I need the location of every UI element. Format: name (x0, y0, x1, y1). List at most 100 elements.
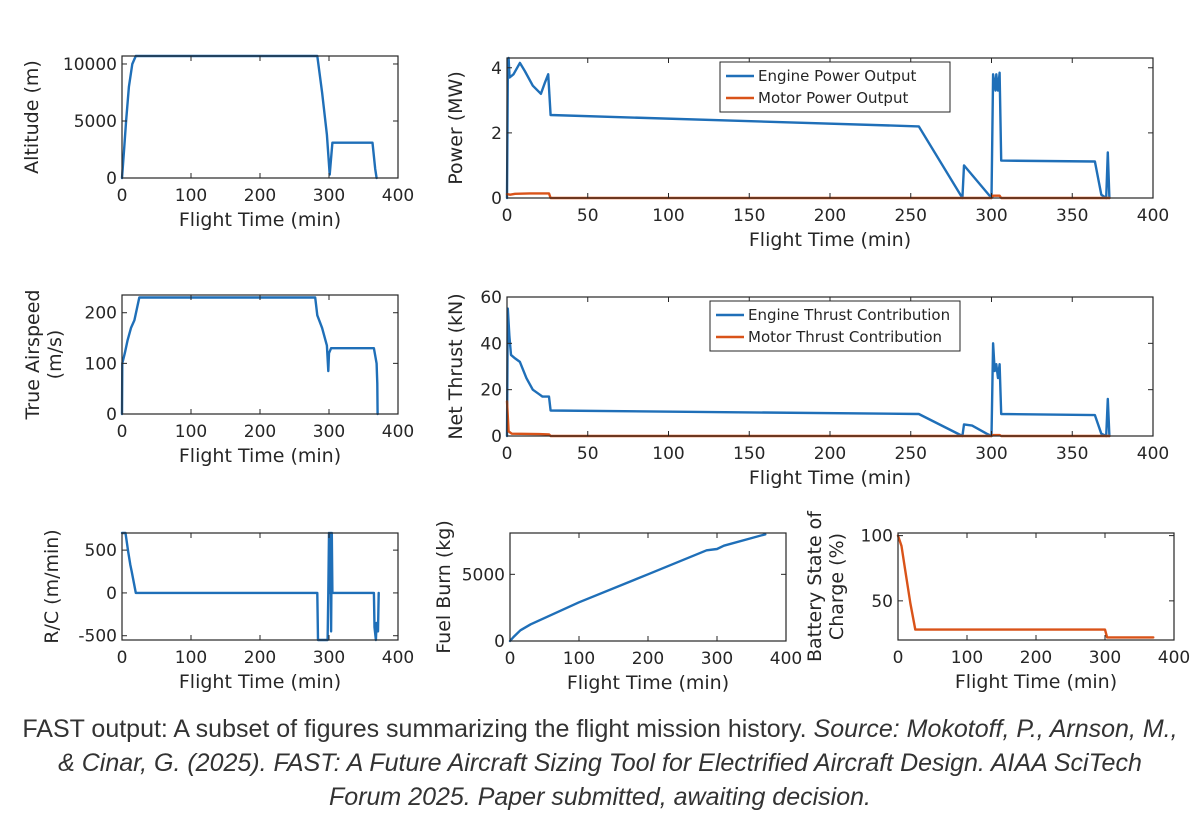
power-ytick-label: 2 (491, 124, 502, 144)
rc-xtick-label: 0 (117, 648, 128, 668)
power-legend-box (719, 61, 951, 113)
caption-main: FAST output: A subset of figures summari… (22, 715, 814, 743)
fuel-ytick-label: 5000 (462, 565, 505, 585)
fuel-xtick-label: 400 (770, 649, 802, 669)
airspeed-axes-frame (121, 294, 399, 415)
fuel-xtick-label: 100 (563, 649, 595, 669)
altitude-axes-frame (121, 55, 399, 179)
thrust-plot: 0 50 100 150 200 250 300 350 400 0 20 40 60 Flight Ti… (445, 288, 1169, 489)
thrust-legend-label: Engine Thrust Contribution (748, 306, 950, 324)
airspeed-ylabel: (m/s) (44, 330, 66, 380)
battery-ytick-label: 100 (861, 527, 893, 547)
battery-xtick-label: 400 (1158, 648, 1190, 668)
thrust-ytick-label: 60 (480, 288, 502, 308)
rc-ylabel: R/C (m/min) (41, 529, 63, 643)
rc-xtick-label: 300 (313, 648, 345, 668)
thrust-legend: Engine Thrust Contribution Motor Thrust C… (709, 300, 961, 352)
power-xtick-label: 50 (577, 206, 599, 226)
power-xtick-label: 300 (975, 206, 1007, 226)
battery-axes-frame (897, 532, 1175, 641)
rc-series-1 (120, 531, 380, 642)
thrust-ytick-label: 0 (491, 427, 502, 447)
rc-xlabel: Flight Time (min) (179, 671, 341, 693)
battery-ytick-label: 50 (871, 592, 893, 612)
fuel-xlabel: Flight Time (min) (567, 672, 729, 694)
rc-xtick-label: 200 (244, 648, 276, 668)
power-xtick-label: 100 (652, 206, 684, 226)
power-plot: 0 50 100 150 200 250 300 350 400 0 2 4 Flight Time (… (445, 56, 1169, 251)
power-series-2 (505, 192, 1111, 200)
altitude-xtick-label: 400 (382, 186, 414, 206)
altitude-xtick-label: 200 (244, 186, 276, 206)
airspeed-series-1 (120, 296, 379, 416)
caption-source: Source: Mokotoff, P., Arnson, M., & Cina… (58, 715, 1178, 811)
fuel-axes-frame (509, 532, 787, 642)
thrust-series-2 (505, 400, 1111, 438)
thrust-ytick-label: 40 (480, 334, 502, 354)
figure-caption: FAST output: A subset of figures summari… (20, 712, 1180, 814)
airspeed-plot: 0 100 200 300 400 0 100 200 Flight Time (min) Tru… (22, 290, 414, 467)
power-legend: Engine Power Output Motor Power Output (719, 61, 951, 113)
power-xtick-label: 200 (814, 206, 846, 226)
altitude-ytick-label: 10000 (63, 55, 117, 75)
altitude-xtick-label: 0 (117, 186, 128, 206)
airspeed-ytick-label: 200 (85, 304, 117, 324)
power-ylabel: Power (MW) (445, 71, 467, 185)
rc-axes-frame (121, 532, 399, 641)
altitude-ytick-label: 0 (106, 169, 117, 189)
battery-xlabel: Flight Time (min) (955, 671, 1117, 693)
power-ytick-label: 4 (491, 59, 502, 79)
battery-xtick-label: 0 (893, 648, 904, 668)
battery-xtick-label: 200 (1020, 648, 1052, 668)
fuel-series-1 (508, 533, 767, 643)
airspeed-ytick-label: 0 (106, 405, 117, 425)
thrust-legend-label: Motor Thrust Contribution (748, 328, 942, 346)
thrust-legend-box (709, 300, 961, 352)
airspeed-xtick-label: 400 (382, 422, 414, 442)
thrust-xtick-label: 400 (1137, 444, 1169, 464)
thrust-xtick-label: 50 (577, 444, 599, 464)
thrust-ylabel: Net Thrust (kN) (445, 293, 467, 439)
airspeed-xtick-label: 200 (244, 422, 276, 442)
altitude-plot: 0 100 200 300 400 0 5000 10000 Flight Time (min)… (21, 54, 414, 231)
altitude-ytick-label: 5000 (74, 112, 117, 132)
fuel-ylabel: Fuel Burn (kg) (433, 520, 455, 653)
power-xtick-label: 0 (502, 206, 513, 226)
thrust-xtick-label: 150 (733, 444, 765, 464)
thrust-xtick-label: 300 (975, 444, 1007, 464)
power-xtick-label: 150 (733, 206, 765, 226)
altitude-series-1 (120, 54, 378, 180)
thrust-xlabel: Flight Time (min) (749, 467, 911, 489)
thrust-ytick-label: 20 (480, 381, 502, 401)
power-xtick-label: 350 (1056, 206, 1088, 226)
rc-ytick-label: 500 (85, 541, 117, 561)
thrust-series-1 (505, 307, 1111, 438)
power-legend-label: Engine Power Output (758, 67, 917, 85)
thrust-xtick-label: 250 (895, 444, 927, 464)
rc-ytick-label: 0 (106, 584, 117, 604)
altitude-xtick-label: 100 (175, 186, 207, 206)
power-xlabel: Flight Time (min) (749, 229, 911, 251)
power-xtick-label: 400 (1137, 206, 1169, 226)
airspeed-xtick-label: 300 (313, 422, 345, 442)
thrust-xtick-label: 200 (814, 444, 846, 464)
battery-ylabel: Charge (%) (826, 533, 848, 640)
thrust-xtick-label: 100 (652, 444, 684, 464)
fuel-xtick-label: 0 (505, 649, 516, 669)
fuel-xtick-label: 200 (632, 649, 664, 669)
altitude-xlabel: Flight Time (min) (179, 209, 341, 231)
altitude-xtick-label: 300 (313, 186, 345, 206)
thrust-xtick-label: 0 (502, 444, 513, 464)
altitude-ylabel: Altitude (m) (21, 60, 43, 174)
power-legend-label: Motor Power Output (758, 89, 908, 107)
airspeed-xtick-label: 100 (175, 422, 207, 442)
fuel-xtick-label: 300 (701, 649, 733, 669)
airspeed-ytick-label: 100 (85, 354, 117, 374)
rc-ytick-label: -500 (78, 627, 117, 647)
fuel-ytick-label: 0 (494, 632, 505, 652)
rc-xtick-label: 100 (175, 648, 207, 668)
thrust-xtick-label: 350 (1056, 444, 1088, 464)
rc-xtick-label: 400 (382, 648, 414, 668)
